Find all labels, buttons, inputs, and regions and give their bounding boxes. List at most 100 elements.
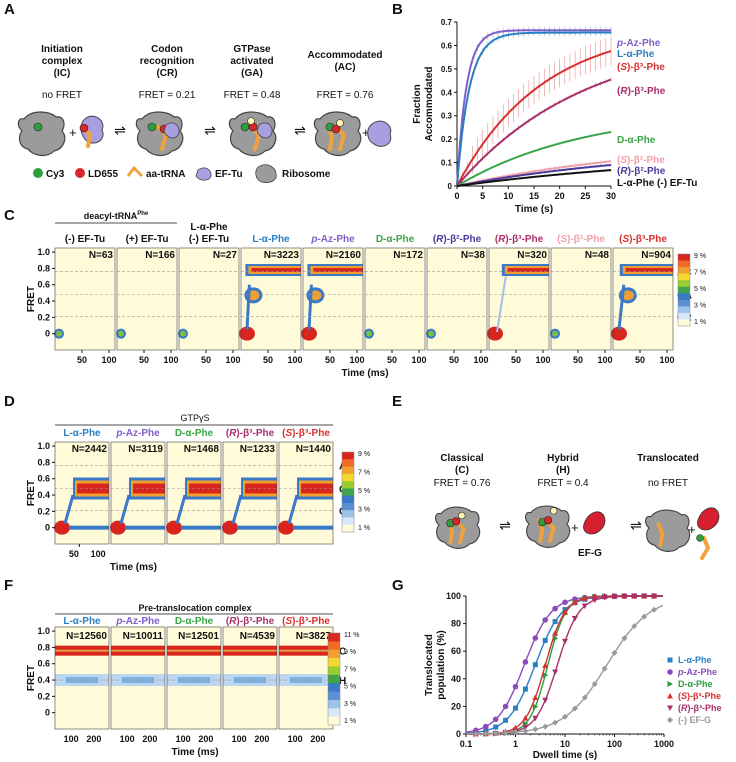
ld655-dot — [452, 517, 461, 526]
released-trna-icon — [700, 536, 711, 560]
x-axis-label: Dwell time (s) — [533, 750, 597, 761]
legend-label: D-α-Phe — [617, 135, 656, 146]
plus-sign: + — [571, 520, 579, 535]
cy3-dot — [33, 122, 43, 132]
transition-path — [617, 284, 626, 330]
density-band — [181, 525, 221, 530]
colorbar-label: 5 % — [694, 286, 706, 293]
colorbar-segment — [678, 273, 690, 281]
eftu-shape — [256, 122, 273, 139]
heatmap-frame — [166, 626, 222, 730]
x-tick-label: 50 — [449, 355, 459, 365]
data-point — [667, 669, 673, 675]
data-point — [611, 594, 618, 600]
count-label: N=48 — [585, 250, 610, 261]
data-point — [492, 730, 499, 737]
colorbar-label: 7 % — [358, 470, 370, 477]
density-blob — [118, 330, 124, 337]
legend-label: Cy3 — [46, 169, 65, 180]
colorbar-segment — [328, 691, 340, 701]
y-tick-label: 0.4 — [37, 675, 50, 685]
column-label: (R)-β³-Phe — [226, 428, 275, 439]
panel-letter-e: E — [392, 393, 402, 410]
colorbar-segment — [678, 312, 690, 320]
colorbar-label: 3 % — [694, 303, 706, 310]
y-axis-label: Fraction — [412, 84, 423, 123]
colorbar-label: 5 % — [358, 488, 370, 495]
heatmap-frame — [166, 441, 222, 545]
data-point — [492, 716, 499, 723]
column-label: (S)-β³-Phe — [282, 428, 330, 439]
colorbar-segment — [328, 649, 340, 659]
y-tick-label: 1.0 — [37, 441, 50, 451]
state-label: C — [339, 647, 346, 658]
density-blob — [611, 326, 627, 341]
series-line — [456, 50, 612, 187]
colorbar-segment — [328, 683, 340, 693]
x-tick-label: 100 — [288, 734, 303, 744]
x-tick-label: 50 — [139, 355, 149, 365]
x-axis-label: Time (s) — [515, 204, 553, 215]
series-line — [465, 595, 663, 733]
colorbar-label: 7 % — [694, 270, 706, 277]
colorbar-label: 3 % — [358, 507, 370, 514]
count-label: N=3223 — [264, 250, 300, 261]
colorbar-segment — [342, 495, 354, 504]
x-tick-label: 100 — [91, 549, 106, 559]
x-tick-label: 15 — [529, 191, 539, 201]
count-label: N=4539 — [240, 631, 276, 642]
series-line — [466, 595, 663, 735]
y-tick-label: 0.7 — [441, 18, 453, 27]
x-axis-label: Time (ms) — [341, 368, 388, 379]
ribosome-icon — [525, 505, 571, 548]
x-tick-label: 25 — [580, 191, 590, 201]
transition-path — [287, 494, 299, 525]
column-label: p-Az-Phe — [115, 616, 160, 627]
density-band — [251, 268, 301, 273]
series-line — [456, 164, 612, 187]
colorbar-segment — [342, 459, 354, 468]
x-tick-label: 20 — [555, 191, 565, 201]
y-tick-label: 0.4 — [37, 296, 50, 306]
transition-path — [496, 276, 507, 333]
heatmap-frame — [54, 626, 110, 730]
panel-g-chart: 0.1 1 10 100 1000 0 20 40 60 80 100 Dwell time (s) T… — [424, 591, 722, 761]
y-tick-label: 60 — [451, 646, 461, 656]
x-tick-label: 100 — [473, 355, 488, 365]
panel-letter-a: A — [4, 1, 15, 18]
colorbar-segment — [342, 488, 354, 497]
data-point — [532, 715, 539, 722]
y-tick-label: 0.8 — [37, 457, 50, 467]
heatmap-background — [427, 248, 487, 350]
data-point — [562, 609, 568, 615]
x-tick-label: 50 — [573, 355, 583, 365]
y-tick-label: 0.6 — [37, 474, 50, 484]
y-tick-label: 0 — [45, 523, 50, 533]
x-tick-label: 100 — [535, 355, 550, 365]
data-point — [542, 617, 548, 623]
count-label: N=3119 — [128, 444, 163, 455]
density-band — [507, 268, 549, 273]
mark-dot — [458, 511, 466, 520]
state-title: (C) — [455, 465, 469, 476]
x-tick-label: 100 — [232, 734, 247, 744]
density-blob — [552, 330, 558, 337]
count-label: N=27 — [213, 250, 238, 261]
colorbar-segment — [342, 481, 354, 489]
y-tick-label: 0 — [45, 329, 50, 339]
y-tick-label: 0.2 — [441, 135, 453, 144]
colorbar-frame — [677, 253, 691, 327]
density-blob — [428, 330, 434, 337]
series-line — [456, 31, 611, 187]
density-blob — [239, 326, 255, 341]
state-title: (AC) — [334, 62, 355, 73]
data-point — [503, 717, 509, 723]
count-label: N=2160 — [326, 250, 362, 261]
ribosome-icon — [228, 111, 277, 157]
legend-label: LD655 — [88, 169, 118, 180]
data-point — [591, 680, 598, 687]
x-tick-label: 100 — [349, 355, 364, 365]
released-eftu-icon — [367, 120, 392, 147]
column-label: L-α-Phe — [63, 428, 101, 439]
equilibrium-arrows: ⇌ — [499, 517, 511, 533]
